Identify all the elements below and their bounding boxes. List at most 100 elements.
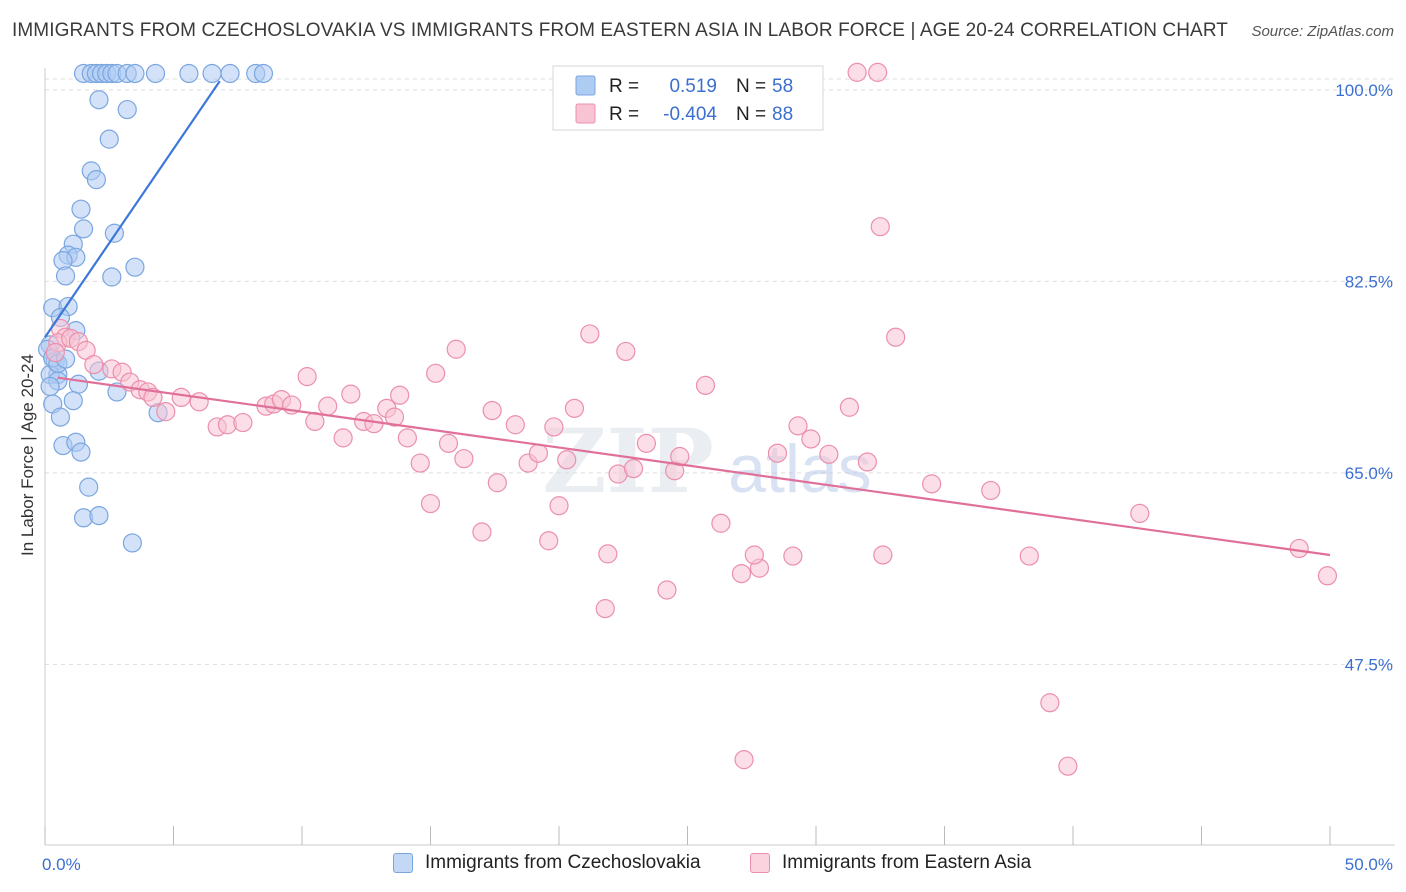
data-point-eastern-asia <box>84 354 104 375</box>
data-point-eastern-asia <box>922 474 942 494</box>
data-point-eastern-asia <box>472 522 492 542</box>
trend-line-czechoslovakia <box>44 80 221 338</box>
data-point-eastern-asia <box>711 513 731 533</box>
data-point-eastern-asia <box>636 433 656 453</box>
data-point-eastern-asia <box>426 363 446 383</box>
data-point-eastern-asia <box>670 446 690 467</box>
grid-lines <box>45 78 1395 665</box>
data-point-czechoslovakia <box>63 391 83 411</box>
x-tick-label: 50.0% <box>1345 855 1393 874</box>
data-point-eastern-asia <box>1317 566 1338 586</box>
data-point-eastern-asia <box>410 453 430 473</box>
data-point-eastern-asia <box>438 433 459 453</box>
legend-r-value: 0.519 <box>669 76 717 97</box>
data-point-eastern-asia <box>598 544 618 564</box>
data-point-czechoslovakia <box>50 407 71 427</box>
trend-lines <box>44 80 1331 557</box>
data-point-eastern-asia <box>528 443 549 463</box>
data-point-eastern-asia <box>744 545 764 565</box>
data-point-eastern-asia <box>595 599 615 619</box>
data-points <box>37 62 1338 776</box>
data-point-eastern-asia <box>616 341 636 362</box>
data-point-czechoslovakia <box>253 63 274 84</box>
legend-swatch-eastern-asia <box>575 103 596 124</box>
legend-n-value: 88 <box>772 104 793 125</box>
data-point-eastern-asia <box>544 417 564 437</box>
data-point-czechoslovakia <box>71 442 91 462</box>
legend-n-label: N = <box>736 104 766 125</box>
data-point-eastern-asia <box>318 396 338 416</box>
data-point-eastern-asia <box>819 444 839 464</box>
trend-line-eastern-asia <box>57 376 1331 557</box>
data-point-czechoslovakia <box>86 170 107 190</box>
data-point-eastern-asia <box>580 324 600 344</box>
data-point-eastern-asia <box>1040 693 1060 713</box>
data-point-eastern-asia <box>657 580 677 600</box>
data-point-eastern-asia <box>731 563 752 584</box>
y-tick-label: 47.5% <box>1345 655 1393 674</box>
stats-legend: R = 0.519 N = 58 R = -0.404 N = 88 <box>552 65 824 131</box>
data-point-eastern-asia <box>734 750 754 770</box>
y-tick-label: 100.0% <box>1335 81 1393 100</box>
data-point-eastern-asia <box>549 496 569 516</box>
data-point-czechoslovakia <box>102 267 122 287</box>
data-point-eastern-asia <box>390 385 410 405</box>
data-point-eastern-asia <box>857 452 878 472</box>
watermark-atlas: atlas <box>728 431 872 507</box>
data-point-eastern-asia <box>839 397 860 417</box>
legend-item-czechoslovakia: Immigrants from Czechoslovakia <box>393 852 701 874</box>
x-tick-label: 0.0% <box>42 855 81 874</box>
bottom-legend: Immigrants from Czechoslovakia Immigrant… <box>0 850 1406 880</box>
data-point-eastern-asia <box>767 443 788 463</box>
data-point-czechoslovakia <box>68 374 89 394</box>
data-point-eastern-asia <box>695 375 716 395</box>
data-point-eastern-asia <box>297 367 317 387</box>
data-point-czechoslovakia <box>125 63 145 84</box>
legend-r-label: R = <box>609 76 639 97</box>
data-point-czechoslovakia <box>73 219 94 239</box>
chart-title: IMMIGRANTS FROM CZECHOSLOVAKIA VS IMMIGR… <box>12 20 1229 41</box>
data-point-eastern-asia <box>783 546 803 566</box>
data-point-eastern-asia <box>557 450 577 470</box>
data-point-czechoslovakia <box>89 90 109 110</box>
y-tick-label: 65.0% <box>1345 464 1393 483</box>
data-point-eastern-asia <box>788 416 808 436</box>
data-point-eastern-asia <box>171 387 191 408</box>
data-point-eastern-asia <box>45 342 65 363</box>
data-point-eastern-asia <box>873 545 893 565</box>
data-point-eastern-asia <box>420 493 441 514</box>
data-point-czechoslovakia <box>99 129 119 149</box>
data-point-czechoslovakia <box>89 505 109 526</box>
data-point-czechoslovakia <box>202 63 222 84</box>
tick-labels: 47.5% 65.0% 82.5% 100.0% 0.0% 50.0% <box>42 81 1393 874</box>
legend-n-label: N = <box>736 76 766 97</box>
data-point-eastern-asia <box>1058 756 1078 776</box>
data-point-eastern-asia <box>505 415 525 435</box>
data-point-eastern-asia <box>539 531 559 551</box>
data-point-eastern-asia <box>870 217 890 237</box>
data-point-eastern-asia <box>233 412 253 433</box>
legend-n-value: 58 <box>772 76 793 97</box>
data-point-eastern-asia <box>868 62 888 82</box>
data-point-eastern-asia <box>143 387 163 408</box>
data-point-eastern-asia <box>981 480 1001 501</box>
data-point-eastern-asia <box>564 398 585 418</box>
data-point-czechoslovakia <box>125 257 145 277</box>
stats-legend-box <box>552 65 824 131</box>
data-point-czechoslovakia <box>220 63 240 84</box>
data-point-eastern-asia <box>341 384 361 404</box>
data-point-czechoslovakia <box>117 99 137 120</box>
data-point-eastern-asia <box>1289 538 1309 559</box>
data-point-eastern-asia <box>454 449 474 469</box>
data-point-eastern-asia <box>384 407 405 427</box>
data-point-czechoslovakia <box>55 266 76 286</box>
data-point-eastern-asia <box>482 400 502 421</box>
data-point-czechoslovakia <box>71 199 91 219</box>
legend-label-eastern-asia: Immigrants from Eastern Asia <box>782 852 1032 873</box>
data-point-eastern-asia <box>446 339 466 359</box>
data-point-eastern-asia <box>886 327 906 347</box>
data-point-eastern-asia <box>156 402 176 422</box>
legend-swatch-czechoslovakia <box>393 853 413 873</box>
legend-label-czechoslovakia: Immigrants from Czechoslovakia <box>425 852 701 873</box>
y-tick-label: 82.5% <box>1345 272 1393 291</box>
